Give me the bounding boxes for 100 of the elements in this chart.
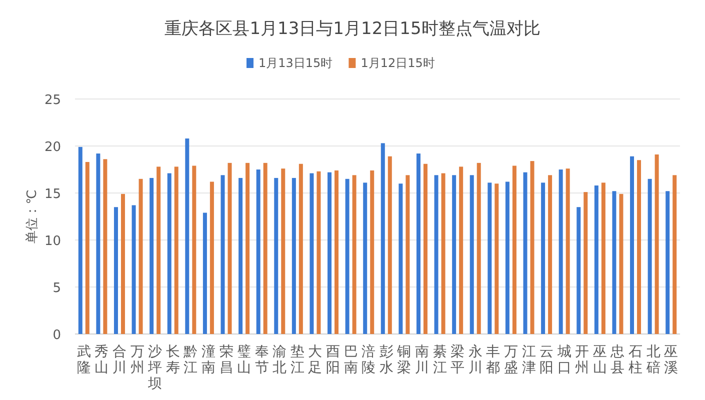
- bar: [406, 175, 410, 334]
- bar: [666, 191, 670, 334]
- y-tick-label: 20: [44, 140, 61, 155]
- bar: [352, 175, 356, 334]
- bar: [558, 170, 563, 334]
- bar: [220, 175, 225, 334]
- bar: [328, 172, 332, 334]
- bar: [530, 161, 534, 334]
- bar: [476, 162, 481, 334]
- bar: [292, 178, 296, 334]
- x-tick-label: 城口: [556, 344, 572, 376]
- bar: [612, 191, 616, 334]
- bar: [488, 182, 492, 334]
- bar: [388, 156, 392, 334]
- x-tick-label: 酉阳: [326, 344, 340, 376]
- x-tick-label: 大足: [308, 344, 322, 376]
- x-tick-label: 梁平: [450, 344, 465, 376]
- bar: [523, 172, 528, 334]
- x-tick-label: 巫山: [592, 344, 607, 376]
- bar: [316, 171, 321, 334]
- x-tick-label: 铜梁: [396, 344, 412, 376]
- x-tick-label: 涪陵: [362, 344, 376, 376]
- x-tick-label: 荣昌: [219, 344, 234, 376]
- x-tick-label: 綦江: [432, 344, 447, 376]
- x-tick-label: 丰都: [486, 344, 500, 376]
- bar: [672, 175, 677, 334]
- bar: [103, 159, 108, 334]
- bar: [452, 175, 456, 334]
- bar: [174, 166, 178, 334]
- x-tick-label: 万州: [130, 344, 144, 376]
- x-tick-label: 永川: [468, 344, 482, 376]
- y-tick-label: 5: [52, 281, 61, 296]
- x-tick-label: 潼南: [201, 344, 216, 376]
- x-tick-label: 云阳: [540, 344, 554, 376]
- x-tick-label: 万盛: [504, 344, 518, 376]
- y-axis-title: 单位：℃: [25, 190, 40, 244]
- bar: [512, 166, 516, 334]
- x-tick-label: 南川: [414, 344, 429, 376]
- bar: [263, 162, 268, 334]
- bar: [256, 170, 260, 334]
- x-tick-label: 黔江: [182, 344, 198, 376]
- bar: [210, 182, 214, 334]
- bar: [416, 154, 420, 334]
- bar: [228, 162, 232, 334]
- bar: [310, 173, 314, 334]
- x-tick-label: 秀山: [94, 344, 109, 376]
- bar: [434, 175, 438, 334]
- bar: [398, 184, 403, 334]
- bar: [192, 166, 196, 334]
- bar: [380, 143, 385, 334]
- y-tick-label: 10: [44, 234, 61, 249]
- x-tick-label: 合川: [112, 344, 126, 376]
- bar: [167, 173, 172, 334]
- bar: [274, 178, 278, 334]
- x-tick-label: 北碚: [645, 344, 660, 376]
- bar: [548, 175, 552, 334]
- bar: [423, 164, 428, 334]
- bar: [370, 170, 374, 334]
- bar: [138, 178, 143, 334]
- bar: [494, 184, 499, 334]
- x-tick-label: 长寿: [166, 344, 180, 376]
- x-tick-label: 沙坪坝: [147, 344, 162, 392]
- bar: [281, 168, 286, 334]
- bar: [132, 205, 136, 334]
- legend-label: 1月12日15时: [360, 56, 435, 70]
- bar: [601, 182, 606, 334]
- x-tick-label: 巫溪: [664, 344, 678, 376]
- bar: [85, 162, 90, 334]
- y-tick-label: 25: [44, 93, 61, 108]
- bar: [654, 154, 659, 334]
- y-tick-label: 15: [44, 187, 61, 202]
- x-tick-label: 石柱: [628, 344, 643, 376]
- bar: [156, 166, 161, 334]
- bar: [238, 178, 243, 334]
- x-tick-label: 武隆: [76, 344, 91, 376]
- x-tick-label: 渝北: [272, 344, 287, 376]
- bar: [120, 194, 125, 334]
- x-tick-label: 奉节: [254, 344, 269, 376]
- x-tick-label: 彭水: [379, 344, 394, 376]
- bar: [619, 194, 624, 334]
- chart-title: 重庆各区县1月13日与1月12日15时整点气温对比: [164, 19, 540, 39]
- x-tick-label: 巴南: [344, 344, 358, 376]
- bar: [541, 182, 546, 334]
- bar: [648, 178, 652, 334]
- bar: [630, 156, 634, 334]
- bar: [637, 160, 642, 334]
- x-tick-label: 璧山: [237, 344, 252, 376]
- x-tick-label: 开州: [575, 344, 590, 376]
- bar: [594, 185, 598, 334]
- bar: [96, 154, 100, 334]
- bar: [505, 182, 510, 334]
- bar: [246, 162, 250, 334]
- bar: [114, 207, 118, 334]
- bar: [459, 166, 464, 334]
- bar: [185, 138, 190, 334]
- bar: [78, 146, 82, 334]
- bar: [441, 173, 446, 334]
- bar: [334, 170, 339, 334]
- legend-label: 1月13日15时: [258, 56, 333, 70]
- bar: [345, 178, 350, 334]
